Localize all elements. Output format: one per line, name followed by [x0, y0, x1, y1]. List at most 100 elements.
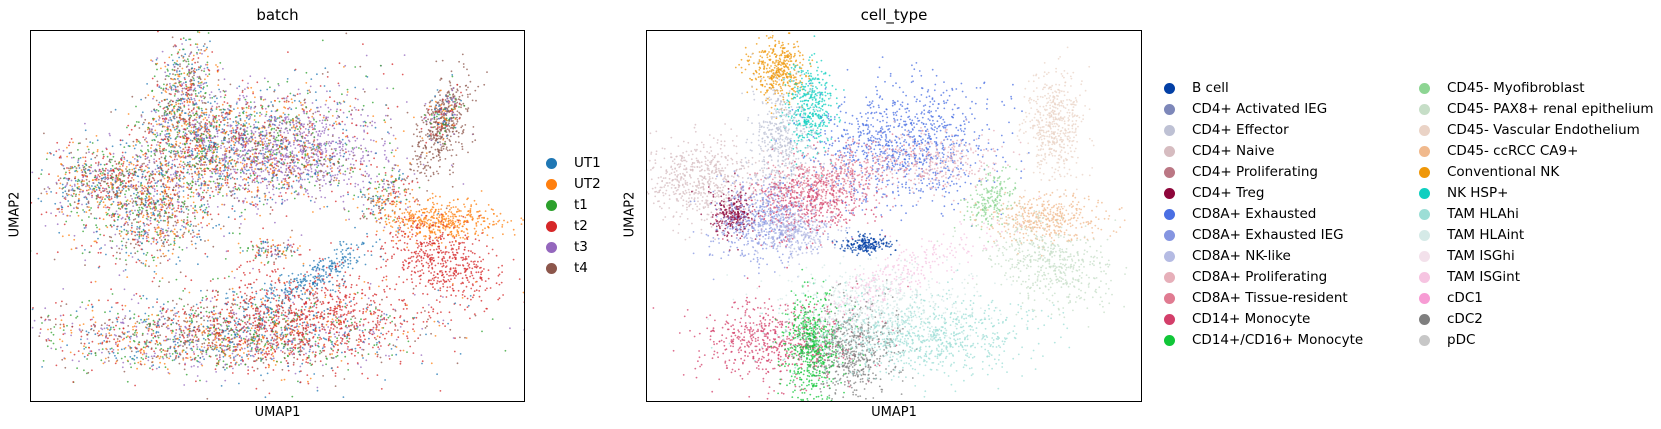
- cluster-point-cloud: [959, 177, 1126, 257]
- legend-marker: [546, 158, 557, 169]
- legend-marker: [1164, 230, 1175, 241]
- legend-label: CD4+ Naive: [1192, 141, 1274, 162]
- legend-marker: [1419, 104, 1430, 115]
- legend-marker: [1419, 272, 1430, 283]
- legend-label: cDC1: [1447, 288, 1483, 309]
- legend-marker: [546, 263, 557, 274]
- legend-label: CD45- ccRCC CA9+: [1447, 141, 1578, 162]
- cluster-point-cloud: [110, 60, 336, 236]
- legend-label: CD8A+ Tissue-resident: [1192, 288, 1348, 309]
- legend-marker: [1419, 188, 1430, 199]
- cell-type-x-axis-label: UMAP1: [646, 405, 1142, 420]
- batch-scatter-canvas: [31, 31, 524, 400]
- legend-label: TAM ISGint: [1447, 267, 1520, 288]
- cluster-point-cloud: [31, 261, 524, 400]
- cell-type-y-axis-label: UMAP2: [622, 192, 637, 238]
- cluster-point-cloud: [721, 197, 851, 278]
- cluster-point-cloud: [33, 298, 378, 390]
- legend-marker: [1164, 251, 1175, 262]
- legend-label: CD8A+ Proliferating: [1192, 267, 1327, 288]
- cell-type-plot-title: cell_type: [646, 6, 1142, 24]
- legend-marker: [1419, 167, 1430, 178]
- cluster-point-cloud: [406, 53, 488, 210]
- cluster-point-cloud: [356, 190, 521, 319]
- legend-label: CD4+ Effector: [1192, 120, 1289, 141]
- legend-marker: [1164, 125, 1175, 136]
- legend-label: CD8A+ Exhausted: [1192, 204, 1316, 225]
- cluster-point-cloud: [233, 212, 440, 336]
- legend-marker: [1419, 251, 1430, 262]
- cluster-point-cloud: [936, 189, 1128, 328]
- cell-type-umap-plot: [646, 30, 1142, 402]
- cluster-point-cloud: [65, 114, 248, 292]
- batch-y-axis-label: UMAP2: [7, 192, 22, 238]
- legend-label: CD4+ Proliferating: [1192, 162, 1318, 183]
- cluster-point-cloud: [953, 164, 1018, 243]
- cluster-point-cloud: [31, 51, 454, 297]
- cluster-point-cloud: [133, 31, 226, 173]
- legend-label: TAM HLAhi: [1447, 204, 1519, 225]
- cell-type-scatter-canvas: [647, 31, 1128, 401]
- legend-marker: [1164, 146, 1175, 157]
- cluster-point-cloud: [792, 279, 918, 400]
- legend-marker: [1419, 293, 1430, 304]
- legend-label: pDC: [1447, 330, 1475, 351]
- legend-marker: [1164, 104, 1175, 115]
- legend-label: TAM HLAint: [1447, 225, 1524, 246]
- legend-marker: [1419, 83, 1430, 94]
- legend-label: UT2: [574, 174, 601, 195]
- legend-label: B cell: [1192, 78, 1229, 99]
- legend-label: t2: [574, 216, 588, 237]
- legend-label: CD45- Vascular Endothelium: [1447, 120, 1640, 141]
- cluster-point-cloud: [1016, 46, 1095, 215]
- cluster-point-cloud: [421, 74, 466, 146]
- legend-marker: [546, 179, 557, 190]
- legend-marker: [1164, 272, 1175, 283]
- legend-marker: [546, 242, 557, 253]
- legend-marker: [546, 200, 557, 211]
- legend-marker: [1164, 188, 1175, 199]
- legend-label: CD14+/CD16+ Monocyte: [1192, 330, 1363, 351]
- legend-marker: [1419, 335, 1430, 346]
- cluster-point-cloud: [770, 35, 845, 179]
- legend-label: t3: [574, 237, 588, 258]
- legend-marker: [1164, 335, 1175, 346]
- cluster-point-cloud: [707, 247, 1028, 372]
- legend-label: t1: [574, 195, 588, 216]
- batch-x-axis-label: UMAP1: [30, 405, 525, 420]
- legend-label: CD45- Myofibroblast: [1447, 78, 1585, 99]
- legend-marker: [1419, 125, 1430, 136]
- cluster-point-cloud: [177, 232, 476, 390]
- cluster-point-cloud: [831, 230, 898, 257]
- legend-label: Conventional NK: [1447, 162, 1559, 183]
- legend-marker: [1164, 167, 1175, 178]
- cluster-point-cloud: [225, 236, 305, 267]
- legend-label: CD45- PAX8+ renal epithelium: [1447, 99, 1654, 120]
- legend-label: cDC2: [1447, 309, 1483, 330]
- batch-plot-title: batch: [30, 6, 525, 24]
- legend-label: NK HSP+: [1447, 183, 1508, 204]
- legend-label: t4: [574, 258, 588, 279]
- cluster-point-cloud: [740, 53, 832, 256]
- legend-marker: [546, 221, 557, 232]
- legend-marker: [1164, 209, 1175, 220]
- cluster-point-cloud: [345, 190, 524, 249]
- legend-label: CD4+ Treg: [1192, 183, 1264, 204]
- legend-marker: [1419, 230, 1430, 241]
- legend-marker: [1164, 314, 1175, 325]
- legend-marker: [1419, 314, 1430, 325]
- legend-marker: [1164, 83, 1175, 94]
- legend-label: CD14+ Monocyte: [1192, 309, 1310, 330]
- cluster-point-cloud: [689, 170, 848, 281]
- legend-label: CD8A+ Exhausted IEG: [1192, 225, 1344, 246]
- cluster-point-cloud: [347, 152, 430, 238]
- cluster-point-cloud: [710, 269, 1071, 398]
- batch-umap-plot: [30, 30, 525, 402]
- legend-label: CD8A+ NK-like: [1192, 246, 1291, 267]
- legend-label: TAM ISGhi: [1447, 246, 1515, 267]
- legend-label: CD4+ Activated IEG: [1192, 99, 1327, 120]
- legend-marker: [1164, 293, 1175, 304]
- legend-marker: [1419, 209, 1430, 220]
- legend-marker: [1419, 146, 1430, 157]
- legend-label: UT1: [574, 153, 601, 174]
